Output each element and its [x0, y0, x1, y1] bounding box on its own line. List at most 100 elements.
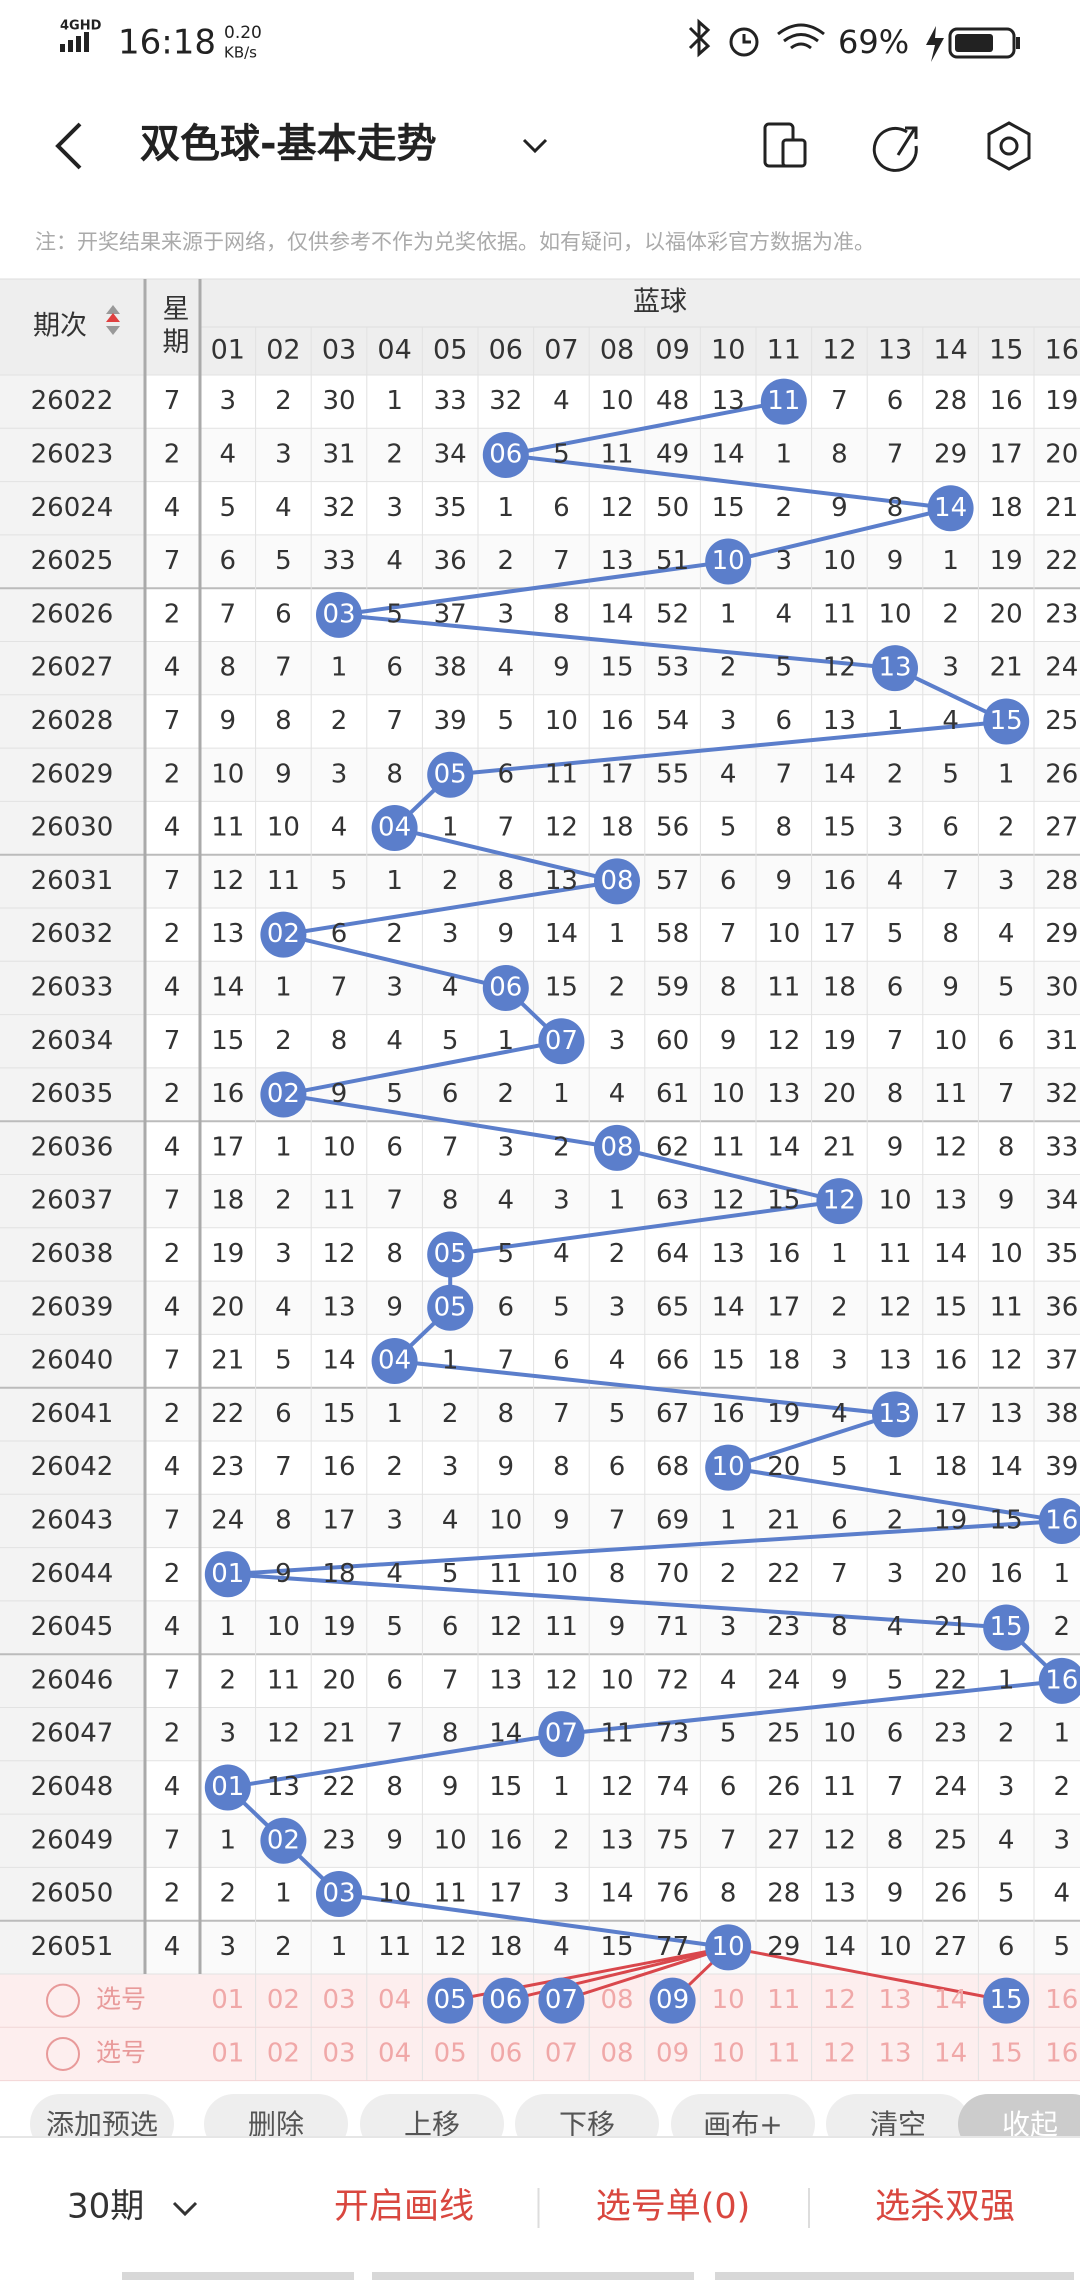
- toolbar-label[interactable]: 清空: [870, 2108, 926, 2141]
- miss-count: 8: [553, 599, 570, 629]
- selection-number[interactable]: 11: [767, 2038, 800, 2068]
- selection-number[interactable]: 15: [990, 2038, 1023, 2068]
- weekday: 2: [164, 759, 181, 789]
- trend-line: [505, 399, 785, 457]
- miss-count: 12: [211, 866, 244, 896]
- title-dropdown[interactable]: [522, 138, 548, 154]
- picked-ball[interactable]: [482, 1977, 529, 2024]
- device-icon[interactable]: [763, 122, 807, 168]
- selection-number[interactable]: 16: [1045, 1985, 1078, 2015]
- selection-number[interactable]: 02: [267, 2038, 300, 2068]
- miss-count: 15: [600, 653, 633, 683]
- selection-number[interactable]: 11: [767, 1985, 800, 2015]
- miss-count: 73: [656, 1719, 689, 1749]
- selection-number[interactable]: 07: [545, 2038, 578, 2068]
- toolbar-label[interactable]: 删除: [248, 2108, 304, 2141]
- miss-count: 20: [322, 1665, 355, 1695]
- miss-count: 9: [609, 1612, 626, 1642]
- miss-count: 19: [211, 1239, 244, 1269]
- selection-number[interactable]: 04: [378, 1985, 411, 2015]
- picked-ball[interactable]: [427, 1977, 474, 2024]
- bottom-action[interactable]: 选杀双强: [875, 2187, 1015, 2227]
- miss-count: 2: [220, 1879, 237, 1909]
- miss-count: 7: [386, 1186, 403, 1216]
- selection-number[interactable]: 02: [267, 1985, 300, 2015]
- selection-number[interactable]: 12: [823, 2038, 856, 2068]
- miss-count: 6: [498, 1292, 515, 1322]
- miss-count: 5: [386, 1079, 403, 1109]
- miss-count: 17: [322, 1505, 355, 1535]
- miss-count: 11: [712, 1132, 745, 1162]
- page-title: 双色球-基本走势: [140, 121, 437, 167]
- miss-count: 14: [767, 1132, 800, 1162]
- miss-count: 8: [386, 1239, 403, 1269]
- miss-count: 2: [275, 1932, 292, 1962]
- picked-ball[interactable]: [538, 1977, 585, 2024]
- selection-number[interactable]: 05: [434, 1985, 467, 2015]
- toolbar-label[interactable]: 上移: [404, 2108, 460, 2141]
- miss-count: 11: [600, 439, 633, 469]
- toolbar-label[interactable]: 添加预选: [46, 2108, 158, 2141]
- selection-number[interactable]: 01: [211, 1985, 244, 2015]
- issue-header[interactable]: 期次: [33, 311, 87, 342]
- selection-number[interactable]: 10: [712, 1985, 745, 2015]
- ball-number: 05: [434, 759, 467, 789]
- selection-number[interactable]: 06: [489, 2038, 522, 2068]
- ball-number: 13: [878, 653, 911, 683]
- miss-count: 2: [275, 1186, 292, 1216]
- toolbar-label[interactable]: 收起: [1002, 2108, 1058, 2141]
- selection-number[interactable]: 08: [600, 1985, 633, 2015]
- miss-count: 9: [553, 1505, 570, 1535]
- bottom-action[interactable]: 选号单(0): [596, 2187, 751, 2227]
- selection-number[interactable]: 09: [656, 1985, 689, 2015]
- miss-count: 9: [220, 706, 237, 736]
- back-button[interactable]: [55, 122, 82, 170]
- selection-number[interactable]: 13: [878, 2038, 911, 2068]
- ball-number: 06: [489, 439, 522, 469]
- miss-count: 1: [1054, 1559, 1071, 1589]
- miss-count: 10: [600, 386, 633, 416]
- miss-count: 1: [942, 546, 959, 576]
- miss-count: 19: [322, 1612, 355, 1642]
- miss-count: 3: [720, 1612, 737, 1642]
- toolbar-label[interactable]: 下移: [559, 2108, 615, 2141]
- share-icon[interactable]: [872, 126, 918, 172]
- miss-count: 18: [600, 813, 633, 843]
- selection-number[interactable]: 15: [990, 1985, 1023, 2015]
- miss-count: 5: [942, 759, 959, 789]
- miss-count: 6: [442, 1612, 459, 1642]
- miss-count: 4: [553, 1239, 570, 1269]
- settings-icon[interactable]: [987, 121, 1031, 171]
- picked-ball[interactable]: [649, 1977, 696, 2024]
- selection-number[interactable]: 13: [878, 1985, 911, 2015]
- radio[interactable]: [46, 1983, 80, 2018]
- selection-number[interactable]: 10: [712, 2038, 745, 2068]
- selection-number[interactable]: 07: [545, 1985, 578, 2015]
- selection-number[interactable]: 14: [934, 1985, 967, 2015]
- toolbar-label[interactable]: 画布+: [703, 2108, 782, 2141]
- weekday: 4: [164, 972, 181, 1002]
- period-chevron[interactable]: [172, 2201, 198, 2217]
- radio[interactable]: [46, 2036, 80, 2071]
- selection-number[interactable]: 12: [823, 1985, 856, 2015]
- sort-icon[interactable]: [106, 305, 120, 335]
- row-band: [145, 1281, 1080, 1335]
- selection-number[interactable]: 04: [378, 2038, 411, 2068]
- selection-number[interactable]: 08: [600, 2038, 633, 2068]
- selection-number[interactable]: 03: [322, 1985, 355, 2015]
- miss-count: 7: [887, 1026, 904, 1056]
- row-band: [145, 1494, 1080, 1548]
- selection-number[interactable]: 09: [656, 2038, 689, 2068]
- weekday: 4: [164, 1132, 181, 1162]
- selection-number[interactable]: 05: [434, 2038, 467, 2068]
- selection-number[interactable]: 06: [489, 1985, 522, 2015]
- selection-number[interactable]: 03: [322, 2038, 355, 2068]
- disclaimer: 注：开奖结果来源于网络，仅供参考不作为兑奖依据。如有疑问，以福体彩官方数据为准。: [35, 230, 875, 254]
- miss-count: 16: [712, 1399, 745, 1429]
- selection-number[interactable]: 16: [1045, 2038, 1078, 2068]
- selection-number[interactable]: 14: [934, 2038, 967, 2068]
- period-select[interactable]: 30期: [67, 2187, 144, 2227]
- bottom-action[interactable]: 开启画线: [334, 2187, 474, 2227]
- selection-number[interactable]: 01: [211, 2038, 244, 2068]
- picked-ball[interactable]: [983, 1977, 1030, 2024]
